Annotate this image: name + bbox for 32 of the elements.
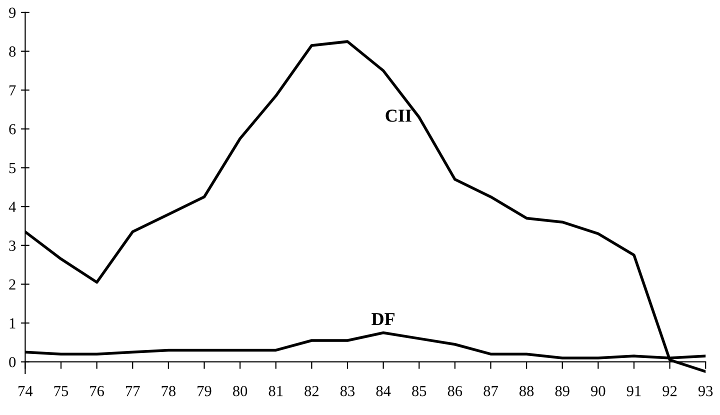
x-tick-label: 77 xyxy=(126,386,140,396)
x-tick-label: 92 xyxy=(662,386,677,396)
x-tick-label: 82 xyxy=(304,386,318,396)
x-tick-label: 90 xyxy=(591,386,606,396)
x-tick-label: 91 xyxy=(626,386,641,396)
y-tick-label: 1 xyxy=(10,318,16,328)
x-tick-label: 74 xyxy=(18,386,33,396)
x-tick-label: 84 xyxy=(376,386,391,396)
x-tick-label: 83 xyxy=(340,386,355,396)
x-tick-label: 93 xyxy=(698,386,713,396)
series-label: DF xyxy=(372,313,394,326)
y-tick-label: 9 xyxy=(9,8,16,18)
y-tick-label: 4 xyxy=(8,202,16,212)
x-tick-label: 76 xyxy=(90,386,104,396)
y-tick-label: 3 xyxy=(9,240,16,251)
y-tick-label: 7 xyxy=(10,85,16,96)
x-tick-label: 79 xyxy=(198,386,212,396)
x-tick-label: 89 xyxy=(555,386,570,396)
x-tick-label: 86 xyxy=(448,386,462,396)
y-tick-label: 6 xyxy=(9,124,16,134)
y-tick-label: 8 xyxy=(9,46,16,57)
x-tick-label: 81 xyxy=(268,386,283,396)
x-tick-label: 75 xyxy=(54,386,68,396)
y-tick-label: 0 xyxy=(9,356,16,368)
x-tick-label: 87 xyxy=(484,386,498,396)
series-label: CII xyxy=(386,110,412,122)
x-tick-label: 85 xyxy=(412,386,426,396)
x-tick-label: 80 xyxy=(233,386,248,396)
y-tick-label: 2 xyxy=(9,279,16,290)
y-tick-label: 5 xyxy=(9,163,16,174)
x-tick-label: 88 xyxy=(519,386,534,396)
x-tick-label: 78 xyxy=(162,386,176,396)
